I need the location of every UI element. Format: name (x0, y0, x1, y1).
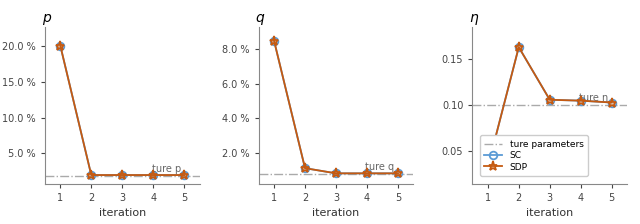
Legend: ture parameters, SC, SDP: ture parameters, SC, SDP (480, 136, 588, 176)
SDP (577, 99, 584, 102)
SC (484, 166, 492, 168)
Text: ture q: ture q (365, 162, 394, 172)
SDP (546, 98, 554, 101)
SDP (608, 101, 616, 104)
Text: $p$: $p$ (42, 12, 52, 27)
X-axis label: iteration: iteration (99, 208, 146, 218)
Text: ture p: ture p (152, 164, 181, 174)
X-axis label: iteration: iteration (312, 208, 360, 218)
SC (515, 46, 523, 49)
Text: $\eta$: $\eta$ (469, 12, 479, 27)
SC (608, 101, 616, 104)
Text: ture η: ture η (579, 93, 609, 103)
SC (546, 98, 554, 101)
Text: $q$: $q$ (255, 12, 266, 27)
Line: SDP: SDP (483, 43, 616, 172)
SC (577, 99, 584, 102)
SDP (484, 166, 492, 168)
X-axis label: iteration: iteration (526, 208, 573, 218)
Line: SC: SC (484, 43, 616, 171)
SDP (515, 46, 523, 49)
